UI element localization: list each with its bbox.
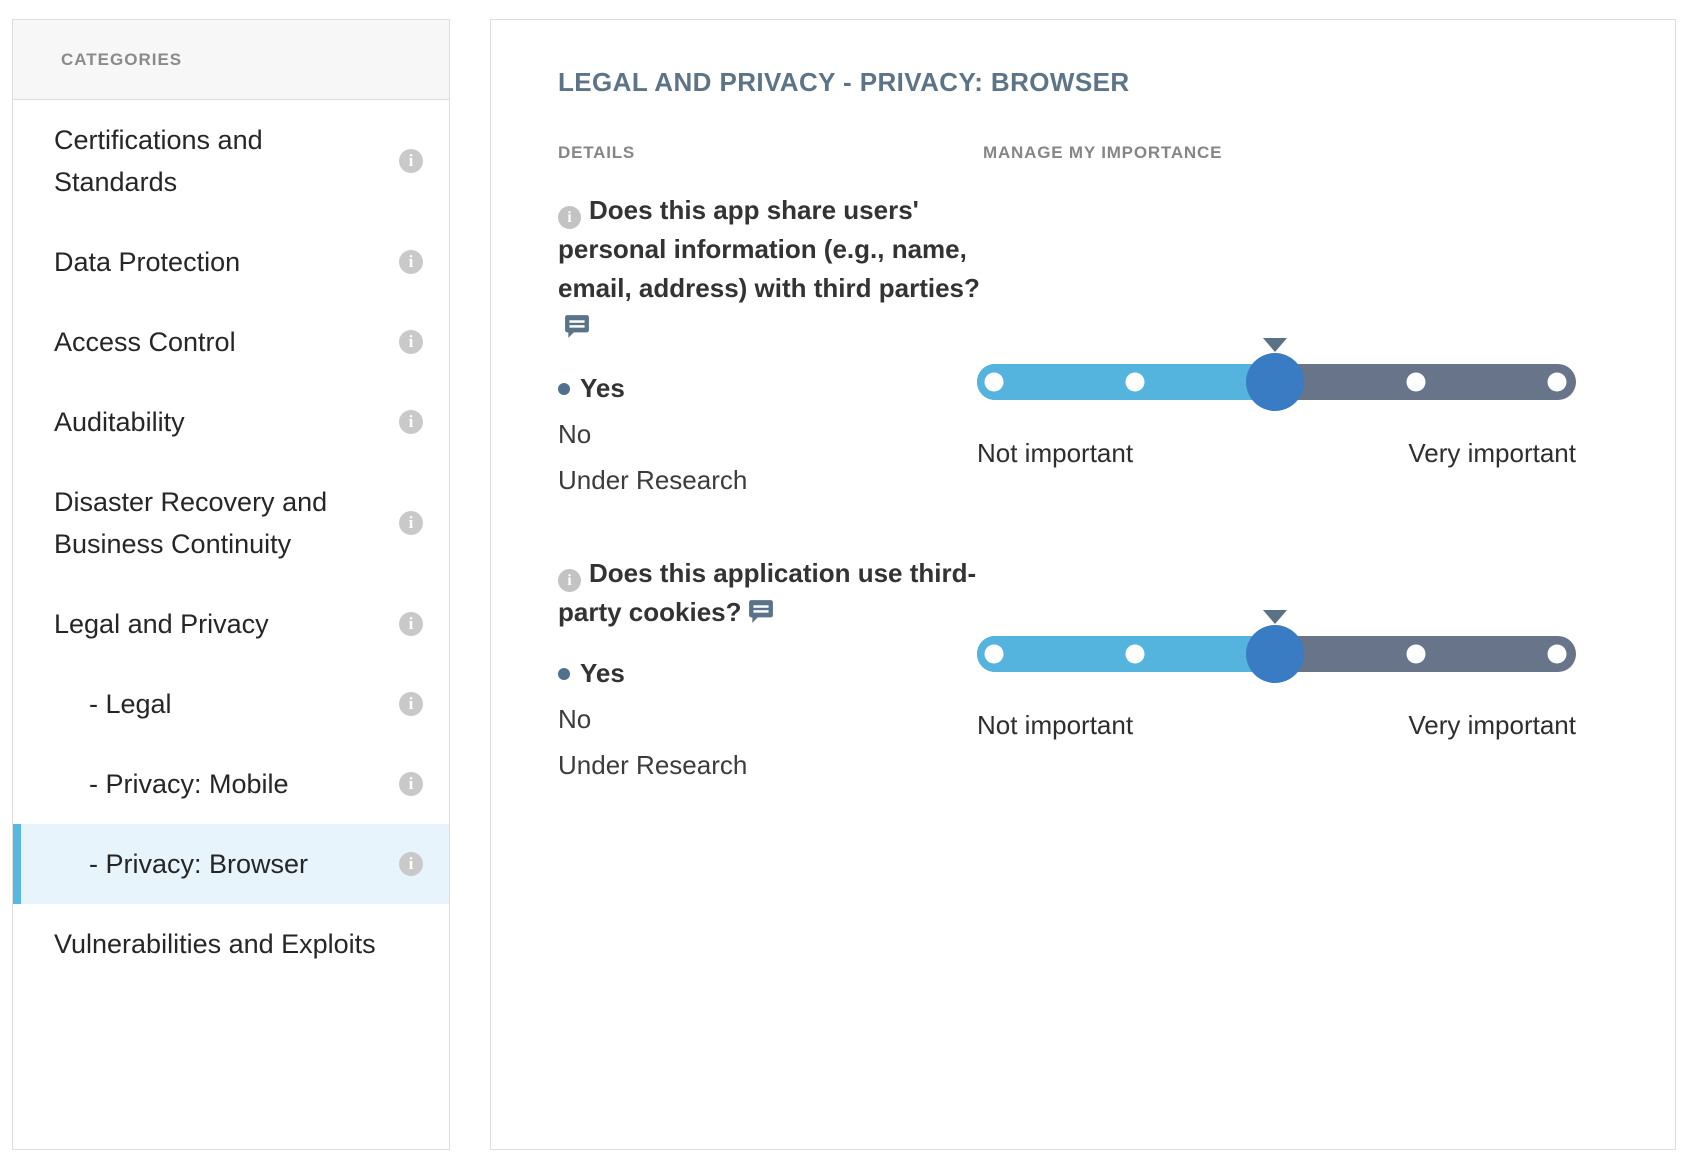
importance-column-header: MANAGE MY IMPORTANCE <box>983 143 1223 162</box>
sidebar-item-disaster-recovery[interactable]: Disaster Recovery and Business Continuit… <box>13 462 449 584</box>
answer-option-under-research: Under Research <box>558 457 988 503</box>
page-title: LEGAL AND PRIVACY - PRIVACY: BROWSER <box>558 67 1130 97</box>
answer-list: Yes No Under Research <box>558 365 988 503</box>
answer-option-yes: Yes <box>558 365 988 411</box>
info-icon[interactable]: i <box>399 612 423 636</box>
sidebar-item-label: - Privacy: Mobile <box>89 769 289 799</box>
info-icon[interactable]: i <box>399 692 423 716</box>
importance-slider[interactable]: Not important Very important <box>977 338 1576 478</box>
slider-track[interactable] <box>977 625 1576 683</box>
sidebar-item-label: - Privacy: Browser <box>89 849 309 879</box>
answer-option-yes: Yes <box>558 650 988 696</box>
slider-stop-5[interactable] <box>1547 372 1567 392</box>
selected-answer-bullet-icon <box>558 668 570 680</box>
slider-stop-2[interactable] <box>1125 372 1145 392</box>
category-detail-panel: LEGAL AND PRIVACY - PRIVACY: BROWSER DET… <box>490 19 1676 1150</box>
sidebar-item-access-control[interactable]: Access Control i <box>13 302 449 382</box>
slider-labels: Not important Very important <box>977 438 1576 469</box>
answer-option-no: No <box>558 696 988 742</box>
slider-labels: Not important Very important <box>977 710 1576 741</box>
slider-min-label: Not important <box>977 710 1134 740</box>
sidebar-header-label: CATEGORIES <box>61 49 183 69</box>
question-block-1: i Does this app share users' personal inf… <box>558 191 988 503</box>
selected-answer-bullet-icon <box>558 383 570 395</box>
sidebar-item-certifications-and-standards[interactable]: Certifications and Standards i <box>13 100 449 222</box>
sidebar-item-label: Legal and Privacy <box>54 609 269 639</box>
sidebar-item-label: Vulnerabilities and Exploits <box>54 929 376 959</box>
categories-sidebar: CATEGORIES Certifications and Standards … <box>12 19 450 1150</box>
sidebar-item-label: Certifications and Standards <box>54 125 263 197</box>
info-icon[interactable]: i <box>558 206 581 229</box>
comment-icon[interactable] <box>564 312 590 338</box>
slider-marker-triangle-icon <box>1263 338 1288 352</box>
question-text: i Does this application use third-party c… <box>558 554 988 632</box>
sidebar-item-label: Disaster Recovery and Business Continuit… <box>54 487 328 559</box>
sidebar-item-label: Access Control <box>54 327 236 357</box>
question-block-2: i Does this application use third-party c… <box>558 554 988 788</box>
sidebar-item-vulnerabilities[interactable]: Vulnerabilities and Exploits <box>13 904 449 984</box>
answer-label: Yes <box>580 373 625 403</box>
slider-thumb[interactable] <box>1246 353 1305 411</box>
question-label: Does this application use third-party co… <box>558 558 977 627</box>
info-icon[interactable]: i <box>399 772 423 796</box>
answer-option-no: No <box>558 411 988 457</box>
answer-label: Under Research <box>558 750 748 780</box>
sidebar-header: CATEGORIES <box>13 20 449 100</box>
info-icon[interactable]: i <box>399 852 423 876</box>
sidebar-item-auditability[interactable]: Auditability i <box>13 382 449 462</box>
question-text: i Does this app share users' personal inf… <box>558 191 988 347</box>
sidebar-item-data-protection[interactable]: Data Protection i <box>13 222 449 302</box>
slider-stop-5[interactable] <box>1547 644 1567 664</box>
sidebar-item-legal-and-privacy[interactable]: Legal and Privacy i <box>13 584 449 664</box>
slider-stop-4[interactable] <box>1406 644 1426 664</box>
answer-label: Under Research <box>558 465 748 495</box>
answer-label: No <box>558 704 592 734</box>
slider-marker-triangle-icon <box>1263 610 1288 624</box>
slider-stop-4[interactable] <box>1406 372 1426 392</box>
info-icon[interactable]: i <box>399 410 423 434</box>
info-icon[interactable]: i <box>399 250 423 274</box>
info-icon[interactable]: i <box>558 569 581 592</box>
slider-thumb[interactable] <box>1246 625 1305 683</box>
answer-label: No <box>558 419 592 449</box>
slider-stop-2[interactable] <box>1125 644 1145 664</box>
importance-slider[interactable]: Not important Very important <box>977 610 1576 750</box>
info-icon[interactable]: i <box>399 149 423 173</box>
sidebar-item-legal[interactable]: - Legal i <box>13 664 449 744</box>
slider-stop-1[interactable] <box>984 372 1004 392</box>
slider-max-label: Very important <box>1408 438 1576 468</box>
comment-icon[interactable] <box>748 597 774 623</box>
slider-track[interactable] <box>977 353 1576 411</box>
category-list: Certifications and Standards i Data Prot… <box>13 100 449 984</box>
info-icon[interactable]: i <box>399 330 423 354</box>
info-icon[interactable]: i <box>399 511 423 535</box>
sidebar-item-label: - Legal <box>89 689 172 719</box>
slider-min-label: Not important <box>977 438 1134 468</box>
sidebar-item-label: Auditability <box>54 407 185 437</box>
answer-label: Yes <box>580 658 625 688</box>
sidebar-item-privacy-mobile[interactable]: - Privacy: Mobile i <box>13 744 449 824</box>
slider-max-label: Very important <box>1408 710 1576 740</box>
details-column-header: DETAILS <box>558 143 636 162</box>
answer-list: Yes No Under Research <box>558 650 988 788</box>
sidebar-item-label: Data Protection <box>54 247 241 277</box>
sidebar-item-privacy-browser[interactable]: - Privacy: Browser i <box>13 824 449 904</box>
slider-stop-1[interactable] <box>984 644 1004 664</box>
question-label: Does this app share users' personal info… <box>558 195 980 303</box>
answer-option-under-research: Under Research <box>558 742 988 788</box>
